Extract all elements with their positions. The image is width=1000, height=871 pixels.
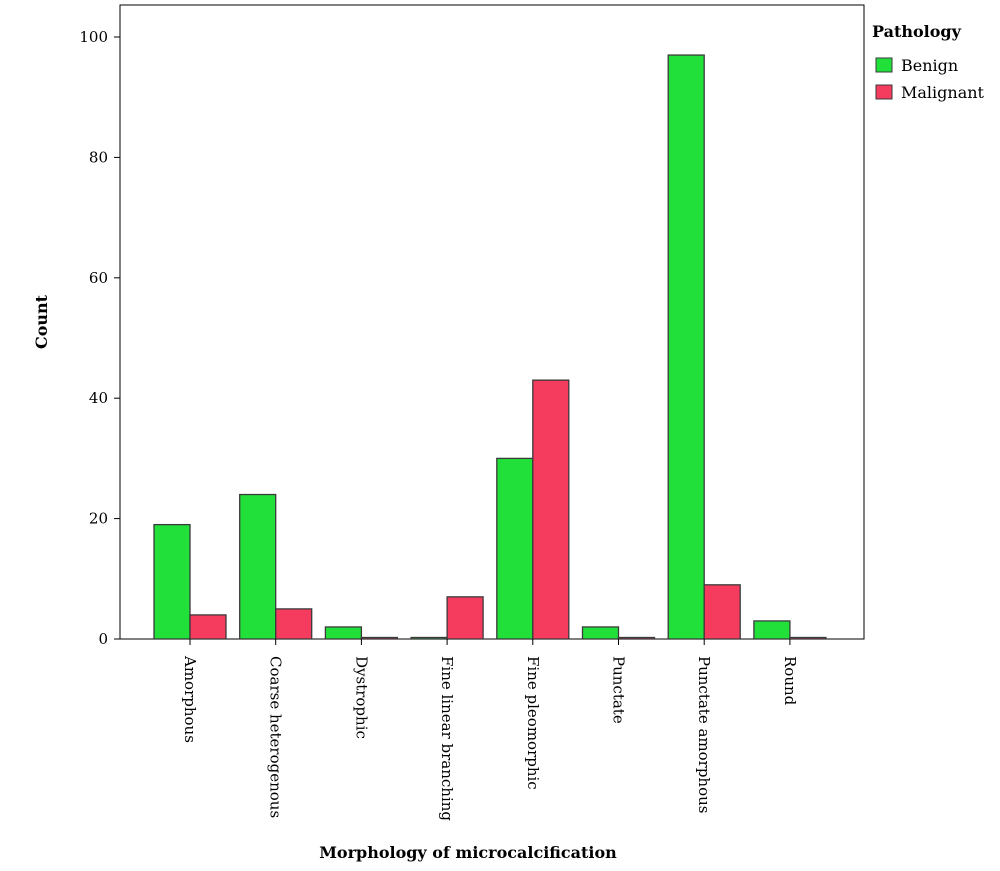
- bar-malignant-dystrophic: [360, 636, 399, 640]
- y-tick-label: 100: [79, 28, 108, 46]
- x-tick-label: Punctate amorphous: [695, 656, 713, 813]
- x-tick-label: Coarse heterogenous: [267, 656, 285, 818]
- y-axis-title: Count: [32, 294, 51, 349]
- legend-title: Pathology: [872, 22, 962, 41]
- legend-swatch-malignant: [875, 84, 893, 100]
- x-axis: Amorphous Coarse heterogenous Dystrophic Fi…: [181, 639, 799, 821]
- bar-malignant-punctate-amorphous: [703, 584, 741, 640]
- x-tick-label: Fine pleomorphic: [524, 656, 542, 790]
- x-tick-label: Fine linear branching: [438, 656, 456, 821]
- bar-benign-punctate: [581, 626, 620, 640]
- y-tick-label: 20: [89, 510, 108, 528]
- bar-benign-round: [753, 620, 791, 640]
- bar-benign-coarse-heterogenous: [239, 493, 277, 640]
- plot-frame: [119, 4, 865, 640]
- x-axis-title: Morphology of microcalcification: [319, 843, 617, 862]
- y-tick-label: 60: [89, 269, 108, 287]
- y-tick-label: 80: [89, 148, 108, 166]
- y-tick-label: 0: [98, 630, 108, 648]
- y-tick-label: 40: [89, 389, 108, 407]
- legend-label-benign: Benign: [901, 56, 958, 75]
- legend-label-malignant: Malignant: [901, 83, 985, 102]
- bar-benign-dystrophic: [324, 626, 363, 640]
- legend-swatch-benign: [875, 57, 893, 73]
- y-axis: 0 20 40 60 80 100: [79, 28, 120, 648]
- bar-benign-amorphous: [153, 523, 191, 640]
- legend: Pathology Benign Malignant: [872, 22, 985, 102]
- x-tick-label: Amorphous: [181, 655, 199, 743]
- x-tick-label: Round: [781, 656, 799, 706]
- bar-benign-fine-linear-branching: [410, 636, 448, 640]
- bar-malignant-punctate: [617, 636, 656, 640]
- bars: [153, 54, 827, 640]
- bar-benign-punctate-amorphous: [667, 54, 705, 640]
- bar-malignant-coarse-heterogenous: [275, 608, 313, 640]
- bar-malignant-round: [789, 636, 827, 640]
- bar-malignant-fine-linear-branching: [446, 596, 484, 640]
- x-tick-label: Punctate: [610, 656, 628, 724]
- bar-malignant-fine-pleomorphic: [532, 379, 570, 640]
- bar-malignant-amorphous: [189, 614, 227, 640]
- x-tick-label: Dystrophic: [352, 656, 370, 739]
- bar-benign-fine-pleomorphic: [496, 457, 534, 640]
